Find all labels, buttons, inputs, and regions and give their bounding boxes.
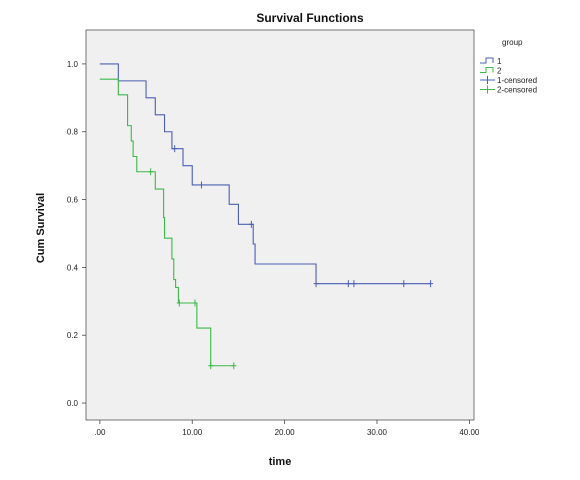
x-tick-label: .00 bbox=[94, 428, 106, 437]
x-tick-label: 10.00 bbox=[182, 428, 203, 437]
censor-mark-group-1 bbox=[198, 181, 204, 189]
legend-entry-2-censored: 2-censored bbox=[480, 85, 537, 95]
x-tick-label: 30.00 bbox=[367, 428, 388, 437]
censor-mark-group-1 bbox=[248, 220, 254, 228]
legend-label: 1-censored bbox=[497, 76, 537, 85]
legend-entry-1-censored: 1-censored bbox=[480, 76, 537, 85]
chart-title: Survival Functions bbox=[256, 11, 364, 25]
censor-mark-group-2 bbox=[231, 362, 237, 370]
censor-mark-group-1 bbox=[401, 280, 407, 288]
legend-title: group bbox=[502, 38, 523, 47]
censor-mark-group-2 bbox=[176, 299, 182, 307]
legend-entry-2: 2 bbox=[480, 67, 502, 76]
legend-step-symbol bbox=[480, 57, 494, 64]
legend-step-symbol bbox=[480, 67, 494, 73]
censor-mark-group-2 bbox=[148, 168, 154, 176]
legend-label: 2 bbox=[497, 67, 502, 76]
plot-area bbox=[85, 29, 475, 421]
survival-curve-group-1 bbox=[99, 63, 431, 285]
censor-mark-group-1 bbox=[313, 280, 319, 288]
censor-mark-group-1 bbox=[351, 280, 357, 288]
censor-mark-group-2 bbox=[208, 362, 214, 370]
x-axis: .00 10.00 20.00 30.00 40.00 bbox=[94, 420, 480, 437]
x-axis-title: time bbox=[269, 456, 292, 468]
y-axis-title: Cum Survival bbox=[35, 193, 47, 263]
y-tick-label: 0.6 bbox=[67, 196, 79, 205]
y-tick-label: 1.0 bbox=[67, 60, 79, 69]
legend-label: 2-censored bbox=[497, 86, 537, 95]
censor-mark-group-1 bbox=[172, 145, 178, 153]
censor-mark-group-1 bbox=[345, 280, 351, 288]
y-tick-label: 0.8 bbox=[67, 128, 79, 137]
censor-mark-group-2 bbox=[192, 299, 198, 307]
y-tick-label: 0.4 bbox=[67, 263, 79, 272]
legend-entry-1: 1 bbox=[480, 57, 502, 66]
y-tick-label: 0.0 bbox=[67, 399, 79, 408]
series-layer bbox=[99, 63, 434, 370]
y-axis: 0.0 0.2 0.4 0.6 0.8 1.0 bbox=[67, 60, 86, 408]
censor-mark-group-1 bbox=[428, 280, 434, 288]
x-tick-label: 20.00 bbox=[275, 428, 296, 437]
y-tick-label: 0.2 bbox=[67, 331, 79, 340]
x-tick-label: 40.00 bbox=[459, 428, 480, 437]
legend-label: 1 bbox=[497, 57, 502, 66]
